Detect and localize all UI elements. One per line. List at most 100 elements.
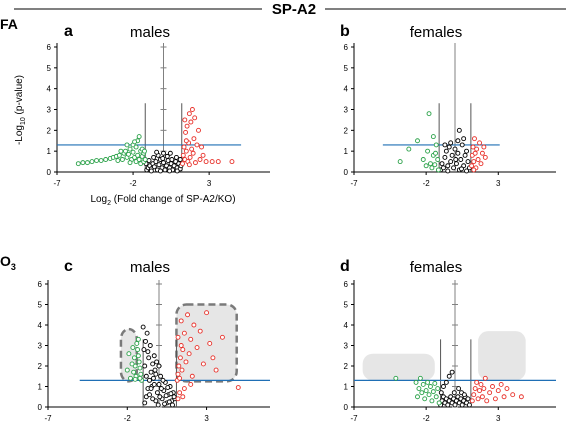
- point-up-d-1: [471, 392, 477, 398]
- y-axis-title-a: -Log10 (p-value): [14, 75, 27, 145]
- point-ns-a-36: [161, 150, 166, 156]
- point-ns-a-33: [167, 168, 173, 174]
- point-up-b-4: [472, 136, 477, 142]
- point-down-d-1: [415, 394, 420, 400]
- point-up-c-2: [176, 363, 182, 369]
- point-down-a-25: [136, 157, 142, 162]
- y-tick-label-d-4: 4: [344, 321, 349, 330]
- point-down-b-15: [430, 134, 436, 140]
- y-tick-label-d-1: 1: [344, 383, 349, 392]
- point-ns-a-32: [158, 168, 163, 174]
- highlight-box-d-2: [478, 331, 526, 381]
- point-up-a-2: [181, 144, 187, 150]
- point-down-a-10: [116, 152, 122, 158]
- point-up-b-13: [482, 154, 488, 160]
- point-up-b-10: [478, 161, 484, 167]
- point-ns-c-20: [141, 347, 147, 353]
- x-tick-label-c-2: 3: [204, 414, 209, 421]
- point-up-c-24: [177, 390, 183, 396]
- point-ns-d-27: [456, 386, 462, 391]
- point-ns-c-32: [160, 377, 166, 383]
- point-up-a-5: [183, 148, 189, 154]
- point-up-d-16: [504, 386, 510, 391]
- point-up-c-18: [204, 310, 210, 316]
- point-down-d-7: [423, 388, 429, 394]
- point-ns-c-35: [165, 385, 171, 390]
- point-up-c-17: [200, 361, 206, 367]
- volcano-plot-c: 0 1 2 3 4 5 6 -7 -2 3: [38, 280, 270, 421]
- point-ns-a-28: [169, 157, 175, 162]
- point-up-c-6: [179, 367, 185, 373]
- x-tick-label-b-1: -2: [423, 179, 431, 188]
- point-ns-b-17: [462, 152, 468, 158]
- point-up-b-14: [471, 167, 477, 173]
- point-up-b-5: [472, 150, 478, 156]
- point-ns-b-9: [451, 165, 457, 171]
- point-ns-d-24: [441, 384, 446, 389]
- point-down-a-11: [119, 157, 125, 162]
- point-ns-a-12: [162, 167, 168, 173]
- point-ns-a-34: [174, 168, 180, 174]
- figure-header: SP-A2: [272, 1, 316, 18]
- point-ns-c-31: [158, 386, 164, 391]
- point-down-a-35: [115, 158, 121, 163]
- point-down-b-7: [428, 161, 433, 167]
- point-down-b-14: [433, 150, 438, 156]
- point-up-a-17: [192, 160, 198, 166]
- point-ns-b-28: [453, 157, 459, 162]
- point-ns-c-40: [140, 324, 146, 330]
- point-down-a-6: [103, 157, 109, 162]
- point-up-a-25: [215, 159, 221, 165]
- point-ns-c-30: [157, 394, 163, 400]
- point-down-c-9: [131, 355, 137, 361]
- y-tick-label-c-4: 4: [38, 321, 43, 330]
- point-ns-b-2: [441, 165, 446, 171]
- point-ns-c-42: [143, 373, 149, 379]
- point-ns-c-29: [155, 402, 161, 408]
- point-up-d-17: [510, 392, 516, 398]
- point-down-a-18: [130, 149, 136, 155]
- y-tick-label-b-0: 0: [344, 168, 349, 177]
- panel-letter-c: c: [64, 258, 73, 275]
- point-down-b-4: [423, 163, 429, 169]
- point-up-c-5: [178, 343, 184, 348]
- point-up-d-8: [481, 386, 487, 391]
- point-up-c-23: [235, 385, 241, 390]
- x-tick-label-a-2: 3: [207, 179, 212, 188]
- point-ns-c-22: [144, 330, 150, 336]
- point-up-b-2: [470, 144, 476, 150]
- point-down-b-1: [406, 146, 412, 152]
- point-down-d-3: [417, 375, 423, 381]
- point-down-a-37: [132, 139, 138, 145]
- point-up-c-7: [180, 347, 186, 353]
- y-tick-label-d-3: 3: [344, 342, 349, 351]
- point-down-d-0: [393, 375, 399, 381]
- point-ns-b-29: [459, 166, 464, 172]
- point-ns-c-9: [156, 382, 162, 387]
- point-down-c-1: [138, 371, 144, 377]
- point-down-d-6: [422, 396, 428, 402]
- point-ns-c-27: [152, 367, 158, 373]
- y-tick-label-d-2: 2: [344, 362, 349, 371]
- point-ns-a-38: [167, 150, 173, 156]
- point-down-c-13: [128, 375, 133, 381]
- point-down-d-10: [428, 384, 433, 389]
- point-down-a-24: [135, 152, 141, 158]
- point-down-a-39: [142, 148, 147, 154]
- x-tick-label-a-0: -7: [53, 179, 61, 188]
- point-up-c-9: [183, 359, 189, 365]
- x-tick-label-d-0: -7: [350, 414, 358, 421]
- point-down-d-13: [432, 380, 438, 386]
- point-down-c-16: [135, 336, 141, 342]
- point-down-b-6: [426, 111, 432, 117]
- point-up-a-16: [192, 115, 198, 121]
- point-ns-c-44: [147, 392, 152, 398]
- x-tick-label-d-1: -2: [423, 414, 431, 421]
- point-down-c-17: [137, 375, 143, 381]
- point-down-d-2: [416, 386, 422, 391]
- panel-title-a: males: [130, 24, 170, 41]
- x-axis-title-a: Log2 (Fold change of SP-A2/KO): [90, 194, 235, 207]
- point-up-a-26: [229, 159, 235, 165]
- point-up-a-19: [196, 127, 201, 133]
- x-tick-label-c-0: -7: [44, 414, 52, 421]
